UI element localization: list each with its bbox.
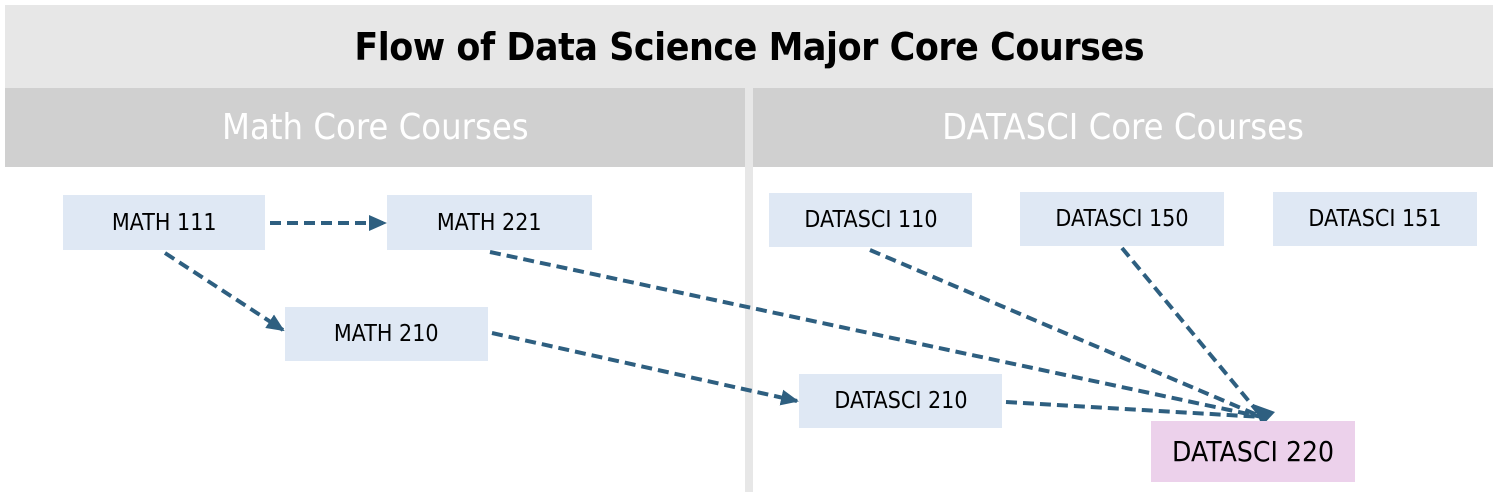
section-label-math: Math Core Courses: [221, 107, 529, 148]
section-divider: [745, 88, 753, 492]
diagram-title-band: Flow of Data Science Major Core Courses: [5, 5, 1493, 88]
section-header-datasci: DATASCI Core Courses: [753, 88, 1493, 167]
course-node-datasci220[interactable]: DATASCI 220: [1151, 421, 1355, 482]
course-label: DATASCI 110: [803, 207, 938, 233]
course-label: MATH 111: [111, 209, 217, 236]
arrow-math111-math210: [163, 251, 285, 332]
course-label: MATH 210: [334, 321, 439, 347]
arrow-datasci150-datasci220: [1120, 246, 1264, 419]
section-header-math: Math Core Courses: [5, 88, 745, 167]
course-node-math111[interactable]: MATH 111: [63, 195, 265, 250]
diagram-title: Flow of Data Science Major Core Courses: [354, 24, 1144, 69]
course-label: DATASCI 220: [1171, 435, 1335, 468]
course-node-math221[interactable]: MATH 221: [387, 195, 592, 250]
section-label-datasci: DATASCI Core Courses: [942, 107, 1304, 148]
course-node-datasci210[interactable]: DATASCI 210: [799, 374, 1002, 428]
course-label: DATASCI 150: [1055, 206, 1189, 232]
course-label: MATH 221: [437, 209, 542, 236]
course-node-datasci151[interactable]: DATASCI 151: [1273, 192, 1477, 246]
course-node-math210[interactable]: MATH 210: [285, 307, 488, 361]
course-label: DATASCI 210: [833, 388, 968, 414]
course-label: DATASCI 151: [1308, 206, 1442, 232]
course-node-datasci150[interactable]: DATASCI 150: [1020, 192, 1224, 246]
course-node-datasci110[interactable]: DATASCI 110: [769, 193, 972, 247]
arrow-datasci210-datasci220: [1005, 400, 1263, 419]
